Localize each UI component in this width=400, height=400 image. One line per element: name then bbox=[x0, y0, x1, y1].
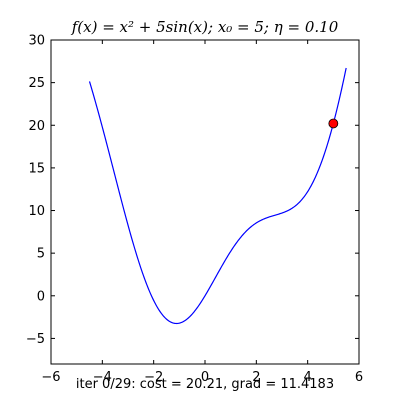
x-tick-label: 4 bbox=[304, 370, 312, 385]
x-tick-label: 2 bbox=[252, 370, 260, 385]
x-axis-label: iter 0/29: cost = 20.21, grad = 11.4183 bbox=[76, 377, 334, 392]
series-line bbox=[88, 67, 347, 325]
y-tick-label: 30 bbox=[28, 34, 45, 49]
y-tick-label: 25 bbox=[28, 76, 45, 91]
y-tick-label: 10 bbox=[28, 204, 45, 219]
axis-tick-labels: −6 −4 −2 0 2 4 6 −5 0 5 10 15 20 25 30 bbox=[26, 34, 363, 386]
y-tick-label: 5 bbox=[37, 247, 45, 262]
x-tick-label: −4 bbox=[93, 370, 112, 385]
y-tick-label: 15 bbox=[28, 161, 45, 176]
x-tick-label: 6 bbox=[355, 370, 363, 385]
current-point-marker bbox=[328, 118, 339, 129]
x-tick-label: −2 bbox=[144, 370, 163, 385]
y-tick-label: 0 bbox=[37, 289, 45, 304]
x-tick-label: −6 bbox=[41, 370, 60, 385]
chart-title: f(x) = x² + 5sin(x); x₀ = 5; η = 0.10 bbox=[71, 18, 339, 36]
axis-ticks bbox=[50, 39, 360, 364]
plot-frame bbox=[50, 39, 360, 365]
plot-area bbox=[51, 40, 359, 364]
y-tick-label: 20 bbox=[28, 119, 45, 134]
x-tick-label: 0 bbox=[201, 370, 209, 385]
y-tick-label: −5 bbox=[26, 332, 45, 347]
